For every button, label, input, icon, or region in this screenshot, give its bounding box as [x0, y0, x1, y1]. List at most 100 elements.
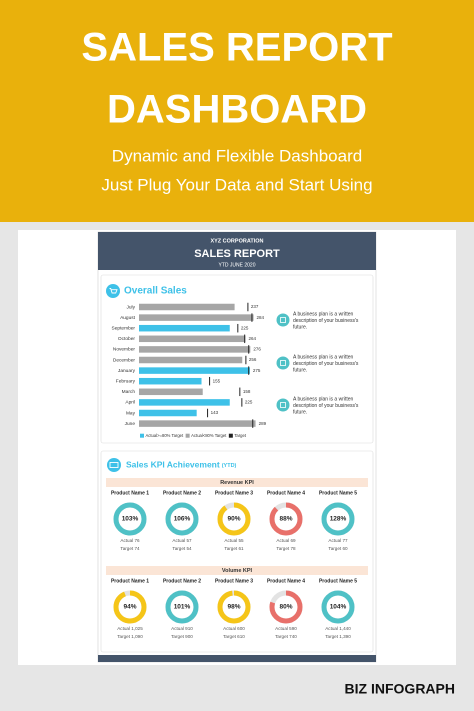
kpi-band	[106, 478, 368, 487]
ring-label: 106%	[174, 516, 191, 523]
bar	[139, 409, 197, 417]
value-label: 237	[251, 304, 259, 309]
category-label: June	[125, 421, 136, 427]
company: XYZ CORPORATION	[210, 238, 263, 244]
info-icon-glyph	[280, 317, 286, 323]
category-label: July	[126, 304, 135, 310]
ring-label: 98%	[227, 604, 240, 611]
info-icon	[276, 313, 290, 327]
value-label: 276	[253, 347, 261, 352]
target: Target 78	[276, 546, 296, 551]
target: Target 54	[172, 546, 192, 551]
ring-label: 94%	[123, 604, 136, 611]
legend-swatch	[185, 433, 190, 438]
category-label: March	[122, 389, 136, 395]
info-text: description of your business's	[293, 361, 359, 367]
product-name: Product Name 4	[267, 490, 305, 496]
value-label: 256	[249, 357, 257, 362]
ring-label: 128%	[330, 516, 347, 523]
ring-label: 101%	[174, 604, 191, 611]
info-text: description of your business's	[293, 318, 359, 324]
kpi-icon	[107, 458, 121, 472]
target: Target 1,090	[117, 634, 143, 639]
banner-title: SALES REPORT	[81, 26, 392, 70]
target: Target 74	[120, 546, 140, 551]
ring-label: 103%	[122, 516, 139, 523]
ring	[217, 502, 251, 536]
info-text: A business plan is a written	[293, 396, 354, 402]
info-text: A business plan is a written	[293, 354, 354, 360]
banner-subtitle: Just Plug Your Data and Start Using	[101, 175, 372, 194]
info-text: description of your business's	[293, 403, 359, 409]
ring-label: 90%	[227, 516, 240, 523]
ring	[113, 502, 147, 536]
value-label: 275	[253, 368, 261, 373]
dashboard-title: SALES REPORT	[194, 248, 280, 260]
target: Target 610	[223, 634, 245, 639]
product-name: Product Name 3	[215, 578, 253, 584]
category-label: January	[118, 368, 136, 374]
category-label: May	[126, 410, 136, 416]
bar	[139, 335, 246, 343]
banner	[0, 0, 474, 222]
target: Target 61	[224, 546, 244, 551]
info-text: future.	[293, 409, 307, 415]
category-label: February	[116, 378, 136, 384]
section-title: Sales KPI Achievement	[126, 459, 220, 469]
sales-panel	[100, 274, 374, 444]
category-label: November	[113, 347, 136, 353]
bar	[139, 314, 254, 321]
banner-subtitle: Dynamic and Flexible Dashboard	[112, 146, 362, 165]
product-name: Product Name 1	[111, 578, 149, 584]
target: Target 740	[275, 634, 297, 639]
info-text: A business plan is a written	[293, 311, 354, 317]
actual: Actual 69	[276, 538, 296, 543]
bar	[139, 399, 230, 406]
actual: Actual 76	[120, 538, 140, 543]
banner-title: DASHBOARD	[107, 88, 367, 132]
bar	[139, 420, 256, 427]
value-label: 155	[213, 378, 221, 383]
legend-label: Actual>=80% Target	[146, 433, 184, 438]
kpi-group-title: Volume KPI	[222, 568, 253, 574]
actual: Actual 1,440	[325, 626, 351, 631]
value-label: 225	[245, 400, 253, 405]
category-label: September	[112, 325, 136, 331]
target: Target 1,390	[325, 634, 351, 639]
legend-swatch	[228, 433, 233, 438]
bar	[139, 346, 251, 353]
target: Target 900	[171, 634, 193, 639]
actual: Actual 910	[171, 626, 193, 631]
info-icon-glyph	[280, 402, 286, 408]
ring	[321, 590, 355, 624]
ring-label: 104%	[330, 604, 347, 611]
dashboard	[97, 231, 377, 663]
value-label: 158	[243, 389, 251, 394]
ring-label: 88%	[279, 516, 292, 523]
cart-icon	[109, 288, 118, 294]
actual: Actual 55	[224, 538, 244, 543]
actual: Actual 600	[223, 626, 245, 631]
target: Target 60	[328, 546, 348, 551]
actual: Actual 77	[328, 538, 348, 543]
ring	[217, 590, 251, 624]
kpi-panel	[100, 450, 374, 653]
kpi-band	[106, 566, 368, 575]
bar	[139, 388, 203, 396]
kpi-icon-glyph	[109, 462, 119, 468]
period: YTD JUNE 2020	[219, 262, 256, 268]
value-label: 289	[259, 421, 267, 426]
kpi-group-title: Revenue KPI	[220, 480, 254, 486]
actual: Actual 57	[172, 538, 192, 543]
ring	[269, 590, 303, 624]
legend-label: Actual<80% Target	[191, 433, 227, 438]
category-label: December	[113, 357, 136, 363]
bar	[139, 356, 243, 364]
product-name: Product Name 5	[319, 490, 357, 496]
value-label: 284	[257, 315, 265, 320]
product-name: Product Name 2	[163, 578, 201, 584]
dashboard-footer	[98, 655, 376, 662]
legend-label: Target	[234, 433, 246, 438]
product-name: Product Name 1	[111, 490, 149, 496]
